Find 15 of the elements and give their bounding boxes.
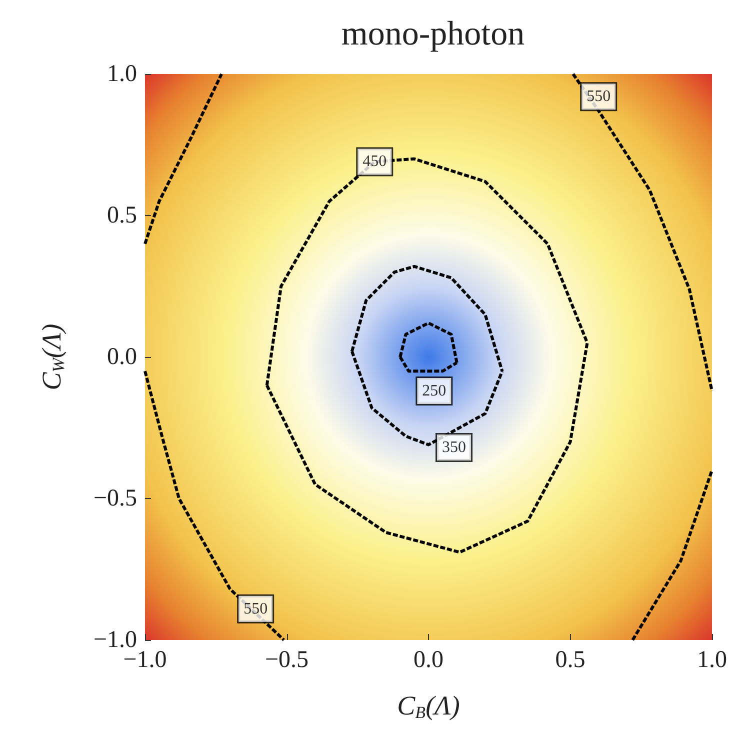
x-tick-label: 0.5 <box>555 647 586 673</box>
y-tick-label: 0.5 <box>107 202 137 228</box>
annotation: 350 <box>442 439 466 456</box>
x-tick-label: 0.0 <box>414 647 444 673</box>
y-tick-label: 0.0 <box>107 344 137 370</box>
annotation: 450 <box>362 153 387 170</box>
annotation: 550 <box>586 88 611 106</box>
y-tick-label: 1.0 <box>107 61 137 87</box>
annotation: 550 <box>244 600 268 618</box>
annotation: 250 <box>422 382 446 400</box>
x-tick-label: 1.0 <box>697 647 727 673</box>
chart-title: mono-photon <box>341 16 525 52</box>
y-tick-label: −0.5 <box>93 486 137 512</box>
x-tick-label: −0.5 <box>264 647 309 673</box>
y-axis-title: CW(Λ) <box>36 324 68 390</box>
